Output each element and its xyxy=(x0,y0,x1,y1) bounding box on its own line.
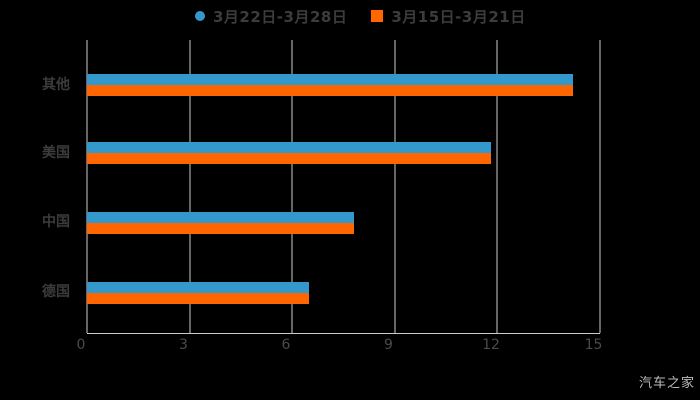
legend-square-marker-icon xyxy=(371,10,384,22)
bar-中国-orange[interactable] xyxy=(87,222,354,234)
category-label-meiguo: 美国 xyxy=(42,145,70,161)
x-tick-15: 15 xyxy=(584,337,603,353)
gridline-x-3 xyxy=(189,40,191,333)
bar-其他-blue[interactable] xyxy=(87,74,573,85)
x-tick-12: 12 xyxy=(482,337,500,353)
category-label-zhongguo: 中国 xyxy=(42,214,70,230)
gridline-x-12 xyxy=(496,40,498,333)
bar-其他-orange[interactable] xyxy=(87,85,573,96)
gridline-x-6 xyxy=(291,40,293,333)
legend-label-week2: 3月22日-3月28日 xyxy=(213,7,348,26)
legend-circle-marker-icon xyxy=(195,11,205,21)
legend-item-week2[interactable]: 3月22日-3月28日 xyxy=(195,6,347,27)
y-axis-labels: 其他 美国 中国 德国 xyxy=(0,0,79,400)
x-tick-9: 9 xyxy=(384,337,393,353)
gridline-x-0 xyxy=(86,40,88,333)
x-tick-3: 3 xyxy=(179,337,188,353)
legend-item-week1[interactable]: 3月15日-3月21日 xyxy=(371,6,525,27)
category-label-deguo: 德国 xyxy=(42,284,70,300)
gridline-x-15 xyxy=(599,40,601,333)
chart-legend: 3月22日-3月28日 3月15日-3月21日 xyxy=(195,3,526,29)
bar-中国-blue[interactable] xyxy=(87,211,354,223)
x-axis-labels: 0 3 6 9 12 15 xyxy=(77,337,603,355)
plot-area xyxy=(86,40,601,334)
x-tick-0: 0 xyxy=(76,337,86,353)
bar-德国-blue[interactable] xyxy=(87,281,310,293)
x-tick-6: 6 xyxy=(281,337,291,353)
gridline-x-9 xyxy=(394,40,396,333)
bar-美国-orange[interactable] xyxy=(87,153,491,164)
bar-美国-blue[interactable] xyxy=(87,142,491,153)
bar-德国-orange[interactable] xyxy=(87,292,310,304)
legend-label-week1: 3月15日-3月21日 xyxy=(391,7,526,26)
watermark-autohome: 汽车之家 xyxy=(638,376,695,391)
category-label-qita: 其他 xyxy=(42,77,70,93)
